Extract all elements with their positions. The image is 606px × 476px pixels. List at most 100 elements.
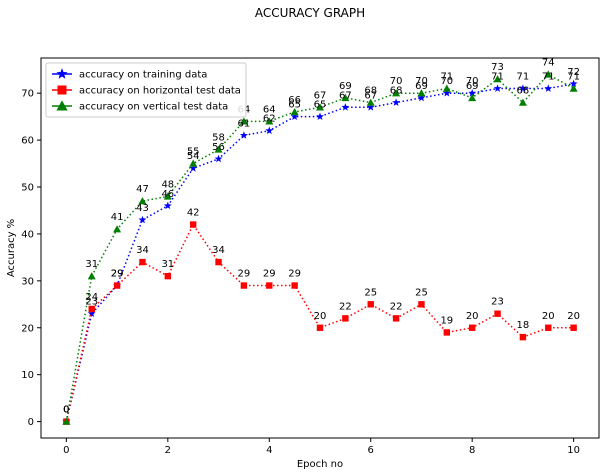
data-label: 29 <box>238 269 251 280</box>
square-marker <box>189 221 197 228</box>
star-marker <box>214 154 223 163</box>
data-label: 18 <box>517 320 530 331</box>
data-label: 71 <box>440 71 453 82</box>
data-label: 55 <box>187 147 200 158</box>
data-label: 19 <box>440 315 453 326</box>
data-label: 29 <box>111 269 124 280</box>
data-label: 70 <box>440 76 453 87</box>
data-label: 54 <box>187 151 200 162</box>
triangle-marker <box>442 84 451 92</box>
legend-item: accuracy on training data <box>52 68 207 81</box>
star-marker <box>138 215 147 224</box>
star-marker <box>189 164 198 172</box>
star-marker <box>569 79 578 88</box>
data-label: 34 <box>136 245 149 256</box>
triangle-marker <box>392 89 401 97</box>
data-label: 29 <box>288 269 301 280</box>
square-marker <box>468 324 476 331</box>
data-label: 70 <box>415 76 428 87</box>
data-label: 22 <box>390 301 403 312</box>
star-marker <box>290 112 299 121</box>
data-label: 20 <box>567 311 580 322</box>
data-label: 74 <box>542 57 555 68</box>
star-marker <box>392 98 401 106</box>
data-label: 71 <box>567 71 580 82</box>
square-marker <box>494 310 501 317</box>
triangle-marker <box>189 159 198 167</box>
data-label: 64 <box>263 104 276 115</box>
triangle-marker <box>214 145 223 153</box>
star-marker <box>417 93 426 102</box>
series-1 <box>62 79 578 425</box>
x-tick-label: 2 <box>165 445 171 456</box>
data-label: 20 <box>542 311 555 322</box>
triangle-marker <box>265 117 274 125</box>
x-axis-label: Epoch no <box>297 459 343 470</box>
data-label: 23 <box>491 297 504 308</box>
star-marker <box>341 103 350 111</box>
data-label: 43 <box>136 203 149 214</box>
y-tick-label: 30 <box>21 276 34 287</box>
star-marker <box>442 89 451 97</box>
triangle-marker <box>468 93 477 102</box>
x-tick-label: 4 <box>266 445 272 456</box>
y-tick-label: 70 <box>21 89 34 100</box>
y-tick-label: 0 <box>28 417 34 428</box>
data-label: 20 <box>466 311 479 322</box>
legend-frame <box>45 62 247 118</box>
data-label: 0 <box>63 405 69 416</box>
star-marker <box>265 126 274 135</box>
triangle-marker <box>341 93 350 102</box>
square-marker <box>139 258 146 266</box>
data-label: 25 <box>415 287 428 298</box>
data-label: 67 <box>364 90 377 101</box>
triangle-marker <box>518 98 527 106</box>
series-layer <box>62 70 578 425</box>
data-label: 68 <box>364 86 377 97</box>
data-label: 67 <box>339 90 352 101</box>
triangle-marker <box>569 84 578 92</box>
data-label: 68 <box>390 86 403 97</box>
triangle-marker <box>544 70 553 78</box>
square-marker <box>545 324 552 331</box>
triangle-marker <box>366 98 375 106</box>
x-tick-label: 6 <box>368 445 374 456</box>
y-tick-label: 60 <box>21 136 34 147</box>
y-tick-label: 50 <box>21 183 34 194</box>
star-marker <box>544 84 553 92</box>
x-tick-label: 8 <box>469 445 475 456</box>
triangle-marker <box>138 197 147 205</box>
data-label: 47 <box>136 184 149 195</box>
data-label: 67 <box>314 90 327 101</box>
data-label: 70 <box>466 76 479 87</box>
data-label: 24 <box>85 292 98 303</box>
x-tick-label: 0 <box>63 445 69 456</box>
data-label: 56 <box>212 142 225 153</box>
square-marker <box>443 329 451 336</box>
star-marker <box>468 89 477 97</box>
square-marker <box>88 305 95 313</box>
data-label: 31 <box>161 259 174 270</box>
star-marker <box>239 131 248 139</box>
square-marker <box>342 315 349 322</box>
chart-title: ACCURACY GRAPH <box>255 6 365 20</box>
legend-item: accuracy on horizontal test data <box>52 85 241 97</box>
legend-square-marker <box>57 85 67 95</box>
triangle-marker <box>493 75 502 83</box>
square-marker <box>215 258 222 266</box>
data-label: 68 <box>517 86 530 97</box>
data-label: 69 <box>415 81 428 92</box>
square-marker <box>316 324 324 331</box>
legend-label: accuracy on horizontal test data <box>79 86 241 97</box>
star-marker <box>493 84 502 92</box>
plot-area-frame <box>40 57 600 439</box>
data-label: 62 <box>263 114 276 125</box>
legend-triangle-marker <box>56 100 68 111</box>
star-marker <box>366 103 375 111</box>
legend-label: accuracy on training data <box>79 70 207 81</box>
data-label: 31 <box>85 259 98 270</box>
square-marker <box>266 282 273 289</box>
triangle-marker <box>113 225 122 233</box>
triangle-marker <box>316 103 324 111</box>
